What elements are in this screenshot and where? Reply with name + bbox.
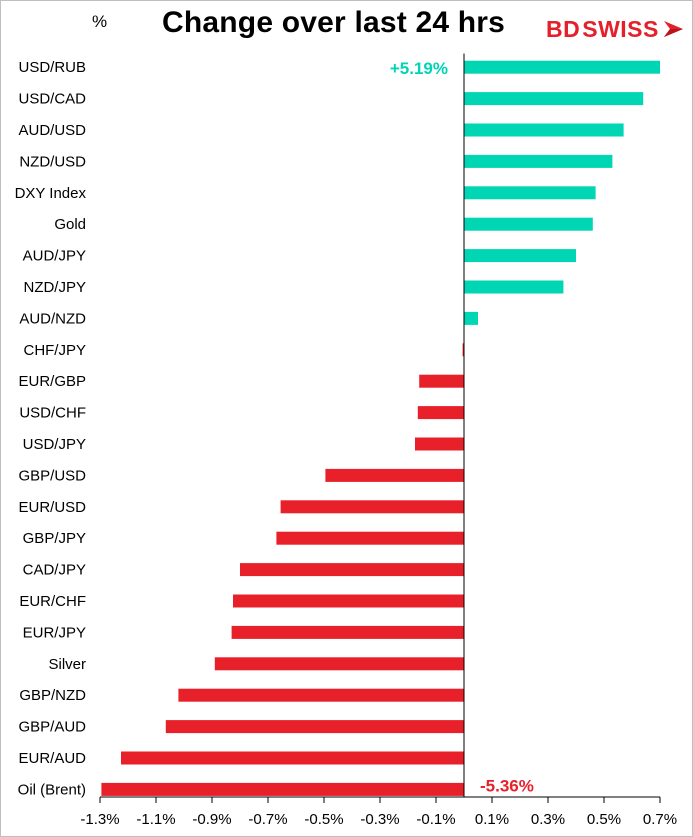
x-tick-label: 0.5% — [587, 811, 621, 828]
category-label: USD/CAD — [18, 91, 86, 108]
x-tick-label: -0.5% — [304, 811, 343, 828]
data-annotation: +5.19% — [390, 59, 448, 78]
brand-logo: BD SWISS — [546, 16, 684, 42]
bar — [415, 437, 464, 451]
bar — [178, 688, 464, 702]
bar — [464, 311, 478, 325]
category-label: GBP/AUD — [18, 719, 86, 736]
bar — [464, 123, 624, 137]
chart-title: Change over last 24 hrs — [162, 6, 506, 39]
category-label: USD/CHF — [19, 405, 86, 422]
category-label: Gold — [54, 216, 86, 233]
x-tick-label: 0.3% — [531, 811, 565, 828]
bar — [464, 154, 613, 168]
category-label: EUR/JPY — [23, 624, 86, 641]
bar — [464, 186, 596, 200]
category-label: USD/RUB — [18, 59, 86, 76]
bar — [464, 280, 564, 294]
category-label: CAD/JPY — [23, 562, 86, 579]
category-label: EUR/CHF — [19, 593, 86, 610]
bar — [419, 374, 464, 388]
bar — [464, 249, 576, 263]
x-tick-label: 0.1% — [475, 811, 509, 828]
category-label: EUR/GBP — [18, 373, 86, 390]
unit-label: % — [92, 12, 108, 31]
category-label: Oil (Brent) — [18, 781, 86, 798]
category-label: EUR/AUD — [18, 750, 86, 767]
category-label: GBP/JPY — [23, 530, 86, 547]
category-label: NZD/JPY — [23, 279, 86, 296]
x-tick-label: -0.7% — [248, 811, 287, 828]
bar — [240, 563, 464, 577]
x-tick-label: -1.1% — [136, 811, 175, 828]
bar — [165, 720, 465, 734]
bar — [464, 60, 660, 74]
category-label: AUD/USD — [18, 122, 86, 139]
x-tick-label: -1.3% — [80, 811, 119, 828]
bar — [276, 531, 464, 545]
x-tick-label: -0.1% — [416, 811, 455, 828]
bar — [214, 657, 464, 671]
brand-arrow-icon — [663, 21, 683, 37]
category-label: AUD/JPY — [23, 248, 86, 265]
bar — [325, 468, 464, 482]
bar — [417, 406, 464, 420]
brand-logo-suffix: SWISS — [582, 15, 659, 42]
bar — [231, 625, 464, 639]
data-annotation: -5.36% — [480, 776, 534, 795]
bar — [280, 500, 464, 514]
brand-logo-prefix: BD — [546, 15, 581, 42]
bar — [101, 782, 465, 796]
bar — [462, 343, 464, 357]
x-tick-label: 0.7% — [643, 811, 677, 828]
bar — [233, 594, 464, 608]
category-label: Silver — [48, 656, 86, 673]
category-label: CHF/JPY — [23, 342, 86, 359]
category-label: GBP/USD — [18, 467, 86, 484]
bar — [464, 92, 644, 106]
x-tick-label: -0.9% — [192, 811, 231, 828]
category-label: EUR/USD — [18, 499, 86, 516]
category-label: USD/JPY — [23, 436, 86, 453]
bar — [464, 217, 593, 231]
category-label: DXY Index — [15, 185, 87, 202]
category-label: AUD/NZD — [19, 310, 86, 327]
x-tick-label: -0.3% — [360, 811, 399, 828]
category-label: NZD/USD — [19, 153, 86, 170]
bar — [121, 751, 464, 765]
category-label: GBP/NZD — [19, 687, 86, 704]
